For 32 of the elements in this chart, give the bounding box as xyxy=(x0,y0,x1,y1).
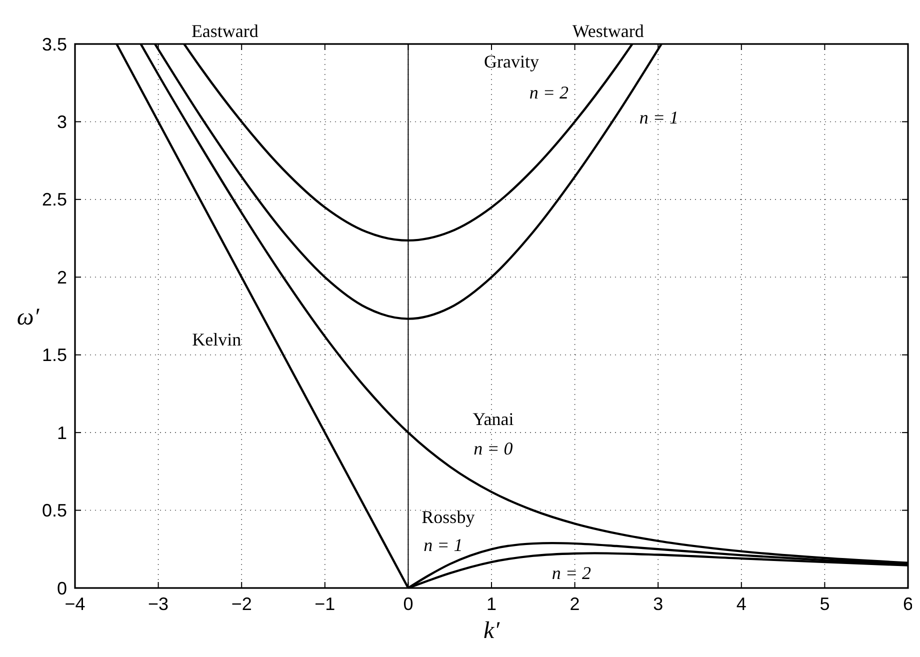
x-tick-label: −3 xyxy=(148,594,169,614)
y-tick-label: 0.5 xyxy=(42,500,67,521)
x-tick-label: 5 xyxy=(820,594,830,614)
y-tick-label: 3.5 xyxy=(42,34,67,54)
annotation: n = 2 xyxy=(552,562,592,583)
x-tick-label: −4 xyxy=(64,594,86,614)
x-tick-label: −2 xyxy=(231,594,252,614)
y-tick-label: 2.5 xyxy=(42,190,67,210)
y-tick-label: 1.5 xyxy=(42,345,67,366)
annotation: n = 1 xyxy=(424,534,463,555)
y-tick-label: 1 xyxy=(56,422,67,443)
y-tick-label: 2 xyxy=(56,267,67,288)
annotation: Yanai xyxy=(472,408,514,429)
text: Westward xyxy=(572,21,644,42)
x-tick-label: 3 xyxy=(653,594,664,614)
x-tick-label: 1 xyxy=(486,594,497,614)
x-tick-label: −1 xyxy=(314,594,336,614)
x-axis-title: k′ xyxy=(484,618,500,644)
x-tick-label: 4 xyxy=(736,594,746,614)
x-tick-label: 6 xyxy=(902,594,914,614)
text: Eastward xyxy=(191,21,258,42)
annotation: Gravity xyxy=(484,51,539,72)
annotation: Rossby xyxy=(422,506,475,527)
annotation: n = 0 xyxy=(474,438,513,458)
x-tick-label: 0 xyxy=(403,594,414,614)
annotation: Kelvin xyxy=(192,330,242,350)
annotation: n = 1 xyxy=(639,107,679,128)
y-axis-title: ω′ xyxy=(16,304,40,330)
x-tick-label: 2 xyxy=(570,594,580,614)
y-tick-label: 3 xyxy=(56,112,67,132)
y-tick-label: 0 xyxy=(56,578,67,598)
annotation: n = 2 xyxy=(529,82,569,102)
